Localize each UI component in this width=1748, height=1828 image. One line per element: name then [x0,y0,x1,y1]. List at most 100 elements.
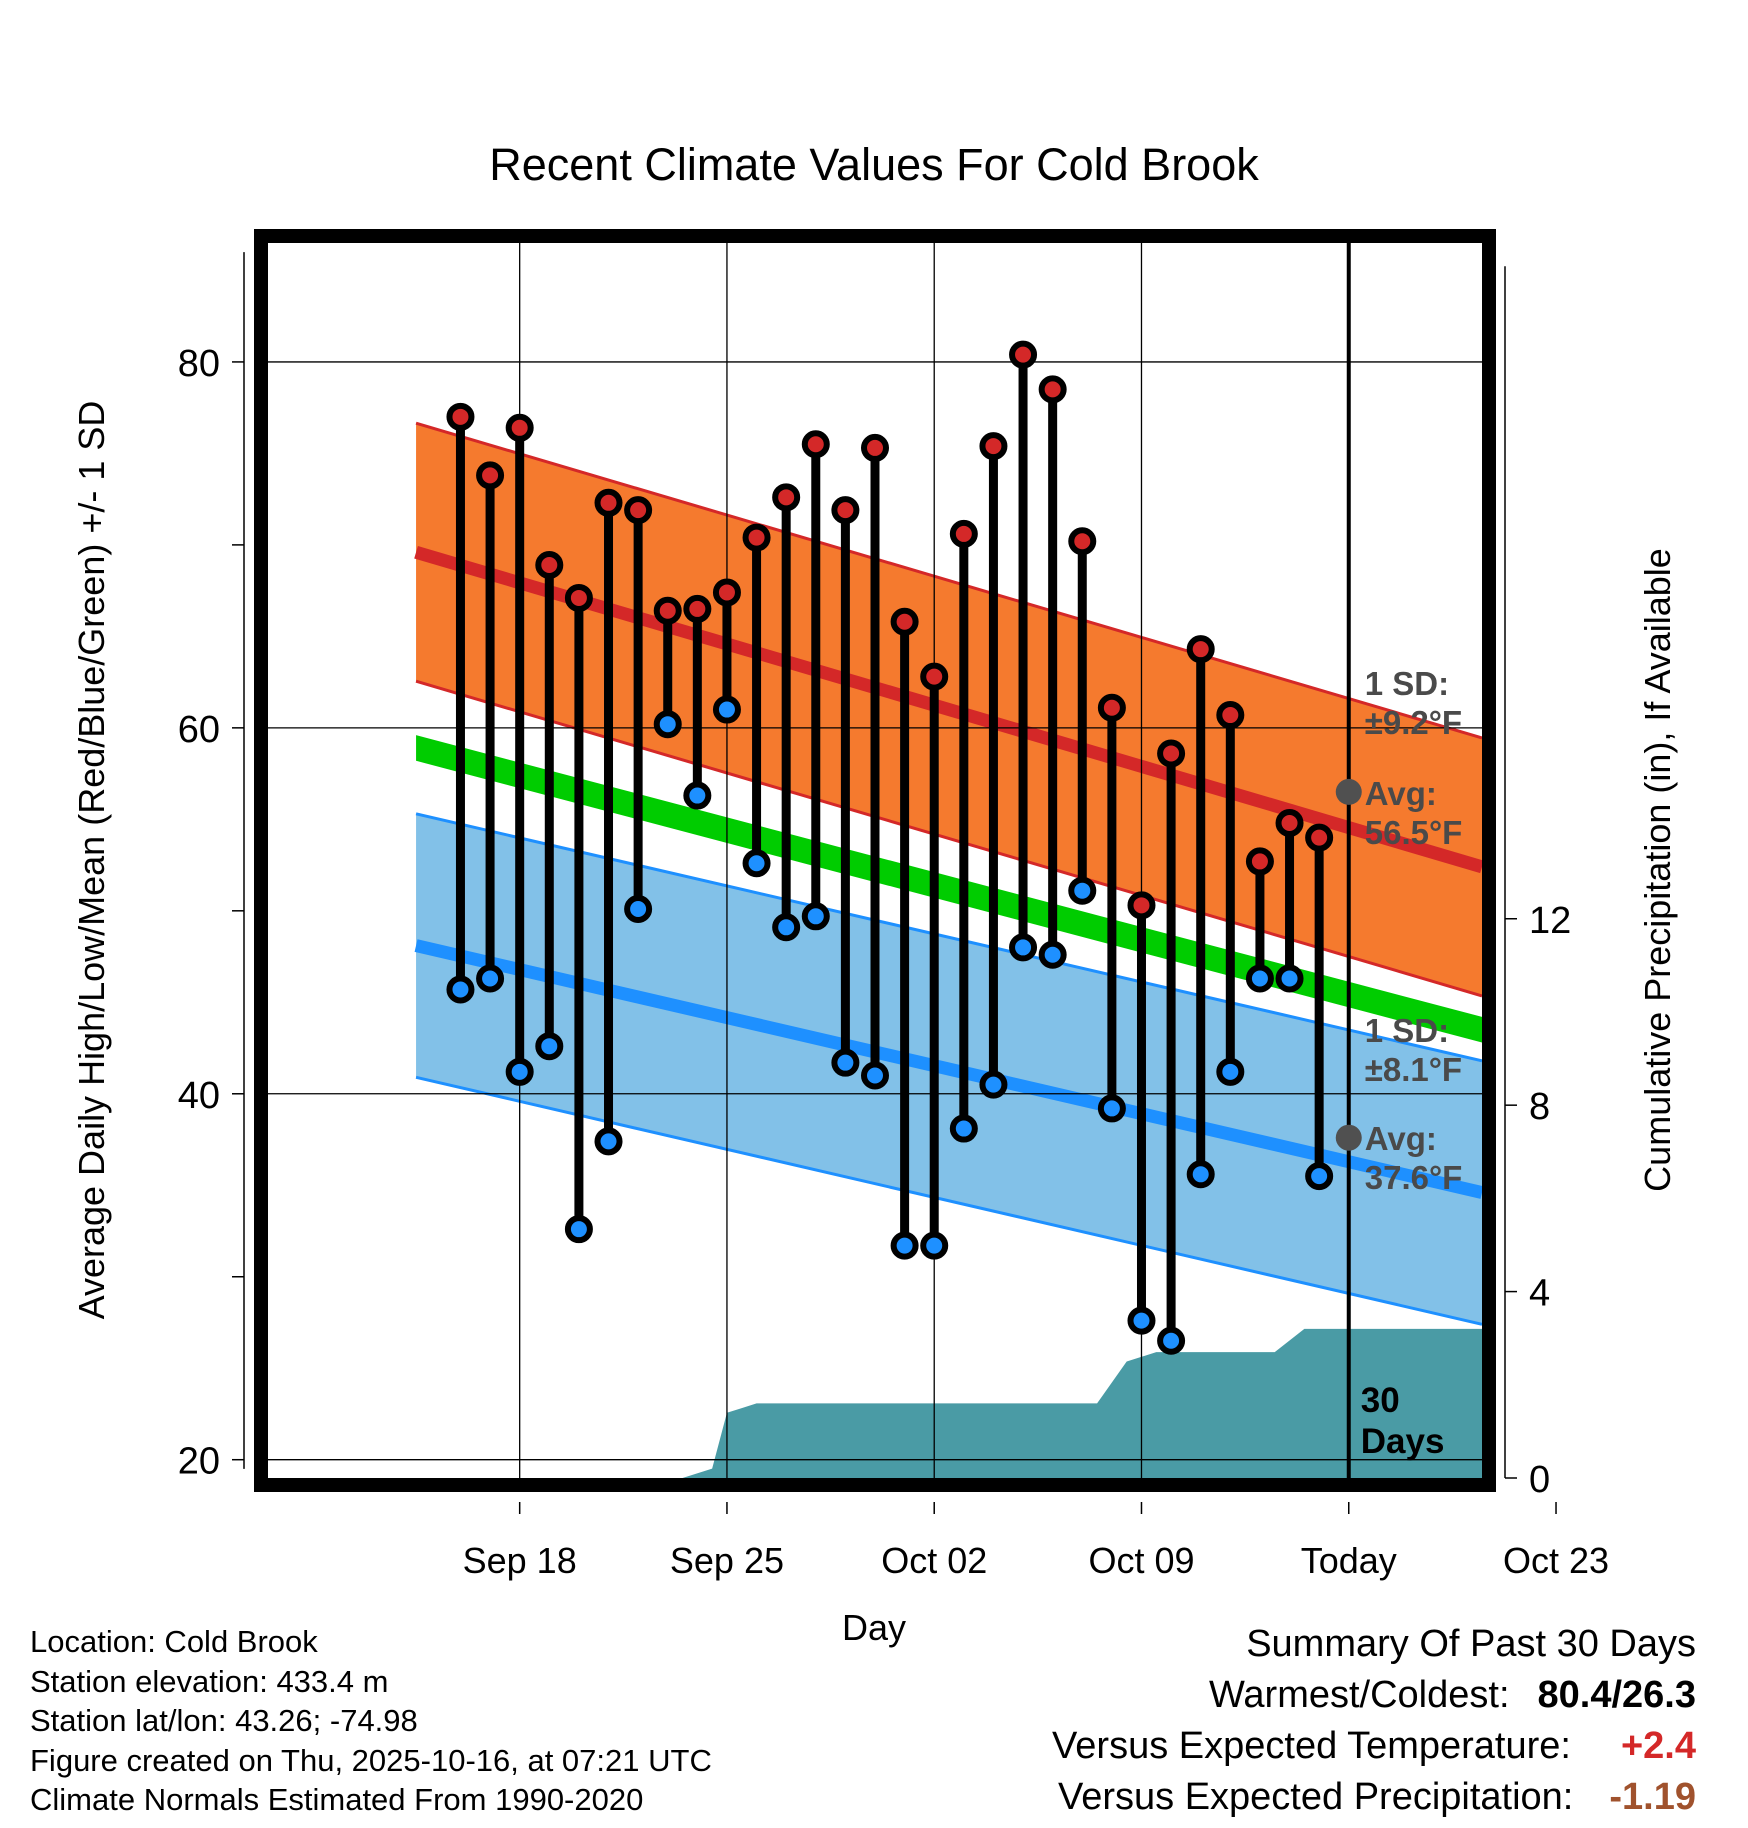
daily-low-point [505,1057,534,1086]
daily-high-point [476,461,505,490]
y-tick-label: 80 [178,343,220,385]
daily-high-point [1127,891,1156,920]
daily-high-point [949,519,978,548]
daily-high-point [505,413,534,442]
daily-high-point [890,607,919,636]
daily-high-point [742,523,771,552]
daily-marks [446,340,1334,1355]
daily-high-point [772,483,801,512]
x-axis-label: Day [842,1607,906,1648]
summary-heading: Summary Of Past 30 Days [1246,1623,1696,1665]
high-avg-label: Avg: [1365,775,1437,812]
summary-warmest-value: 80.4/26.3 [1537,1674,1696,1716]
avg-high-line [414,545,1484,874]
daily-low-point [861,1061,889,1090]
daily-high-point [1157,739,1186,768]
high-sd-value: ±9.2°F [1365,704,1462,741]
daily-high-point [1275,808,1304,837]
daily-high-point [1038,375,1067,404]
daily-high-point [920,662,949,691]
days-count-label: 30 [1361,1381,1400,1420]
x-tick-label: Oct 09 [1088,1540,1194,1581]
daily-low-point [1245,964,1274,993]
low-sd-upper-edge [415,812,1483,1063]
daily-low-point [949,1114,978,1143]
daily-low-point [1157,1326,1186,1355]
high-sd-label: 1 SD: [1365,665,1449,702]
daily-low-point [564,1215,593,1244]
summary-warmest-row: Warmest/Coldest: 80.4/26.3 [1052,1670,1696,1721]
axes: 20 40 60 80 0 4 8 12 Sep 18 Sep 25 Oct 02 Oct 09 Tod… [178,252,1609,1581]
y2-tick-label: 4 [1529,1273,1550,1315]
daily-high-point [564,583,593,612]
daily-low-point [446,975,475,1004]
daily-low-point [535,1032,564,1061]
x-tick-label: Oct 23 [1503,1540,1609,1581]
low-sd-label: 1 SD: [1365,1012,1449,1049]
daily-high-point [831,496,860,525]
daily-low-point [772,913,801,942]
high-sd-lower-edge [415,679,1483,998]
daily-low-point [1097,1094,1126,1123]
x-tick-label: Oct 02 [881,1540,987,1581]
daily-low-point [920,1231,949,1260]
y2-tick-label: 12 [1529,900,1571,942]
y2-axis-label: Cumulative Precipitation (in), If Availa… [1637,548,1678,1192]
summary-warmest-label: Warmest/Coldest: [1208,1674,1510,1716]
y2-tick-label: 0 [1529,1459,1550,1501]
daily-high-point [594,488,623,517]
daily-high-point [979,432,1008,461]
daily-low-point [683,781,712,810]
summary-panel: Summary Of Past 30 Days Warmest/Coldest:… [1052,1618,1696,1823]
daily-low-point [712,695,741,724]
today-avg-high-dot [1335,778,1362,805]
high-sd-upper-edge [415,421,1483,740]
daily-high-point [535,551,564,580]
meta-latlon: Station lat/lon: 43.26; -74.98 [30,1703,418,1738]
x-tick-label: Sep 18 [463,1540,577,1581]
meta-location: Location: Cold Brook [30,1624,318,1659]
summary-precip-row: Versus Expected Precipitation: -1.19 [1052,1772,1696,1823]
plot-frame [254,229,1496,1492]
daily-high-point [446,402,475,431]
summary-precip-label: Versus Expected Precipitation: [1057,1776,1574,1818]
daily-low-point [979,1070,1008,1099]
daily-low-point [1009,933,1038,962]
low-avg-label: Avg: [1365,1120,1437,1157]
y-tick-label: 20 [178,1441,220,1483]
low-avg-value: 37.6°F [1365,1159,1463,1196]
daily-low-point [742,849,771,878]
daily-low-point [653,710,682,739]
daily-high-point [1009,340,1038,369]
x-tick-label: Today [1301,1540,1397,1581]
daily-low-point [1038,940,1067,969]
daily-low-point [831,1048,860,1077]
days-word-label: Days [1361,1422,1445,1461]
daily-low-point [1068,876,1097,905]
daily-high-point [712,578,741,607]
daily-high-point [1245,847,1274,876]
summary-temp-row: Versus Expected Temperature: +2.4 [1052,1721,1696,1772]
daily-high-point [1097,693,1126,722]
daily-low-point [476,964,505,993]
daily-high-point [1186,635,1215,664]
y-tick-label: 60 [178,709,220,751]
station-metadata: Location: Cold Brook Station elevation: … [30,1622,712,1820]
daily-low-point [1216,1057,1245,1086]
summary-temp-label: Versus Expected Temperature: [1052,1725,1571,1767]
low-sd-value: ±8.1°F [1365,1051,1462,1088]
y-tick-label: 40 [178,1075,220,1117]
cumulative-precip-area [416,1328,1482,1478]
today-avg-low-dot [1335,1124,1362,1151]
daily-low-point [1305,1162,1334,1191]
daily-high-point [1216,701,1245,730]
chart-title: Recent Climate Values For Cold Brook [489,139,1259,190]
meta-normals: Climate Normals Estimated From 1990-2020 [30,1782,644,1817]
y-axis-label: Average Daily High/Low/Mean (Red/Blue/Gr… [71,401,112,1320]
daily-high-point [683,594,712,623]
meta-elevation: Station elevation: 433.4 m [30,1663,389,1699]
daily-low-point [624,894,653,923]
daily-high-point [861,433,889,462]
avg-mean-band [416,735,1482,1043]
